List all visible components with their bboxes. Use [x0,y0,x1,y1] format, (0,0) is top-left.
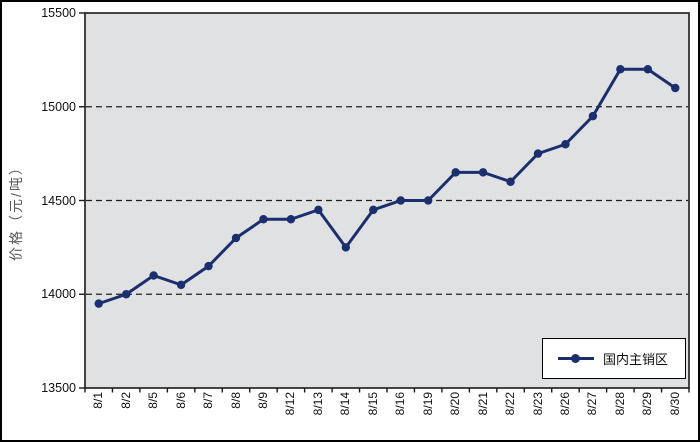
data-point [176,280,186,290]
x-axis-tick-label: 8/13 [310,392,325,416]
x-axis-tick-label: 8/21 [475,392,490,416]
data-point [396,196,405,205]
data-point [369,205,378,215]
data-point [451,168,460,177]
x-axis-tick-label: 8/6 [173,392,188,409]
data-point [561,140,570,149]
y-axis-title: 价格（元/吨） [8,159,24,261]
data-point [671,83,680,93]
x-axis-tick-label: 8/8 [228,392,243,409]
x-axis-tick-label: 8/2 [118,392,133,409]
data-point [643,65,653,74]
x-axis-tick-label: 8/22 [503,392,518,416]
x-axis-tick-label: 8/26 [557,392,572,416]
data-point [94,299,103,308]
x-axis-tick-label: 8/9 [255,392,270,409]
data-point [341,243,351,252]
data-point [314,205,323,215]
x-axis-tick-label: 8/5 [146,392,161,409]
x-axis-tick-label: 8/12 [283,392,298,416]
data-point [231,233,241,243]
y-axis-tick-label: 14000 [41,287,76,302]
data-point [478,168,488,177]
data-point [149,271,158,280]
data-point [204,261,213,271]
x-axis-tick-label: 8/29 [640,392,655,416]
data-point [286,215,296,224]
y-axis-tick-label: 13500 [41,381,76,395]
data-point [616,65,625,74]
x-axis-tick-label: 8/16 [393,392,408,416]
data-point [588,111,598,121]
x-axis-tick-label: 8/28 [612,392,627,416]
y-axis-tick-label: 14500 [41,193,76,208]
data-point [121,290,131,299]
data-point [423,196,433,205]
x-axis-tick-label: 8/19 [420,392,435,416]
data-point [259,215,268,224]
y-axis-tick-label: 15500 [41,6,76,20]
x-axis-tick-label: 8/23 [530,392,545,416]
legend-series-label: 国内主销区 [603,352,669,367]
x-axis-tick-label: 8/27 [585,392,600,416]
x-axis-tick-label: 8/7 [201,392,216,409]
data-line [97,67,677,306]
x-axis-tick-label: 8/15 [365,392,380,416]
data-point [533,149,543,158]
plot-border [84,12,690,389]
x-axis-tick-label: 8/1 [91,392,106,409]
legend-dot-icon [571,354,580,363]
data-point [506,177,515,186]
x-axis-tick-label: 8/14 [338,392,353,416]
y-axis-tick-label: 15000 [41,99,76,114]
x-axis-tick-label: 8/30 [667,392,682,416]
x-axis-tick-label: 8/20 [448,392,463,416]
legend-line-marker-icon [558,354,594,363]
legend: 国内主销区 [542,338,686,379]
